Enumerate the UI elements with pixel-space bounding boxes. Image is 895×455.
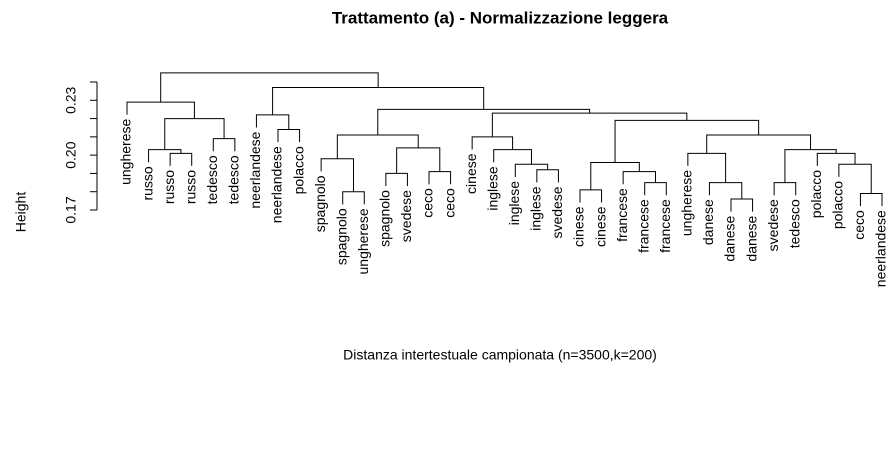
- leaf-label: ungherese: [118, 119, 134, 185]
- leaf-label: neerlandese: [247, 131, 263, 208]
- leaf-label: inglese: [506, 181, 522, 226]
- leaf-label: danese: [722, 215, 738, 261]
- y-tick-label: 0.23: [63, 86, 79, 113]
- y-tick-label: 0.20: [63, 141, 79, 168]
- leaf-label: francese: [657, 199, 673, 253]
- leaf-label: svedese: [549, 186, 565, 238]
- branch: [277, 129, 301, 143]
- leaf-label: francese: [635, 199, 651, 253]
- branch: [471, 136, 514, 150]
- branch: [706, 134, 812, 154]
- branch: [169, 152, 193, 166]
- branch: [838, 163, 872, 194]
- branch: [160, 72, 379, 103]
- branch: [859, 193, 883, 207]
- leaf-label: russo: [139, 166, 155, 200]
- branch: [377, 108, 591, 136]
- branch: [730, 198, 754, 212]
- branch: [614, 119, 760, 163]
- leaf-label: cinese: [571, 206, 587, 247]
- branch: [164, 118, 225, 150]
- branch: [385, 172, 408, 187]
- leaf-label: ceco: [851, 210, 867, 240]
- leaf-label: neerlandese: [269, 146, 285, 223]
- leaf-label: ceco: [441, 188, 457, 218]
- branch: [148, 149, 182, 163]
- leaf-label: tedesco: [226, 155, 242, 204]
- leaf-label: svedese: [398, 190, 414, 242]
- branch: [491, 112, 688, 137]
- branch: [126, 101, 195, 119]
- leaf-label: tedesco: [786, 199, 802, 248]
- leaf-label: russo: [161, 170, 177, 204]
- branch: [708, 182, 743, 200]
- branch: [590, 161, 640, 190]
- leaf-label: inglese: [484, 166, 500, 211]
- branch: [514, 163, 549, 177]
- branch: [212, 138, 236, 152]
- branch: [536, 169, 559, 183]
- leaf-label: danese: [700, 199, 716, 245]
- leaf-label: russo: [182, 170, 198, 204]
- leaf-label: polacco: [290, 146, 306, 194]
- leaf-label: ungherese: [355, 208, 371, 274]
- leaf-label: francese: [614, 188, 630, 242]
- leaf-label: danese: [743, 215, 759, 261]
- branch: [493, 149, 532, 165]
- leaf-label: neerlandese: [873, 210, 889, 287]
- y-axis-label: Height: [13, 192, 29, 233]
- branch: [579, 189, 603, 203]
- branch: [644, 182, 667, 196]
- branch: [396, 147, 441, 174]
- leaf-label: spagnolo: [377, 190, 393, 247]
- branch: [342, 191, 365, 205]
- leaf-label: svedese: [765, 199, 781, 251]
- branch: [773, 182, 797, 196]
- leaf-label: inglese: [528, 186, 544, 231]
- leaf-label: tedesco: [204, 155, 220, 204]
- leaf-label: cinese: [592, 206, 608, 247]
- leaf-label: spagnolo: [312, 175, 328, 232]
- leaf-label: ungherese: [679, 170, 695, 236]
- leaf-label: ceco: [420, 188, 436, 218]
- y-tick-label: 0.17: [63, 196, 79, 223]
- leaf-label: polacco: [830, 181, 846, 229]
- leaf-label: cinese: [463, 153, 479, 194]
- chart-title: Trattamento (a) - Normalizzazione legger…: [332, 8, 669, 27]
- leaf-label: polacco: [808, 170, 824, 218]
- x-axis-label: Distanza intertestuale campionata (n=350…: [343, 347, 657, 363]
- branch: [255, 114, 290, 130]
- branch: [336, 134, 419, 159]
- branch: [428, 171, 452, 185]
- leaf-label: spagnolo: [333, 208, 349, 265]
